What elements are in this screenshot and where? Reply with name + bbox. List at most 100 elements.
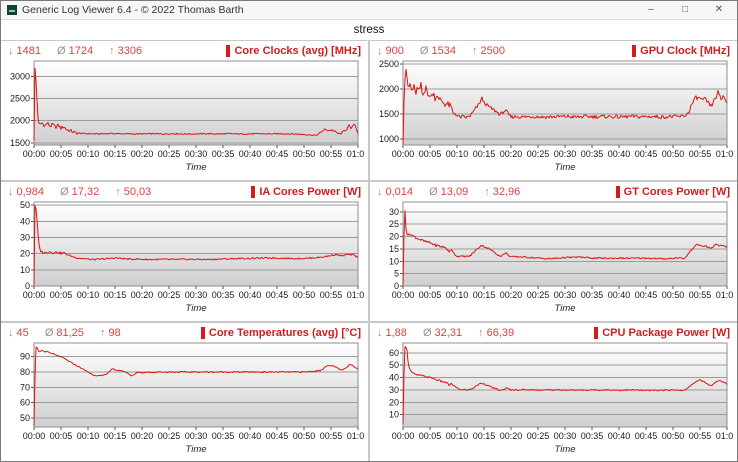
chart-stats: ↓ 900 Ø 1534 ↑ 2500 (377, 45, 518, 57)
chart-canvas-core-clocks: 1500 2000 2500 3000 00:00 00:05 00:10 00:15 00:2… (10, 60, 364, 173)
chart-title: IA Cores Power [W] (259, 185, 361, 198)
svg-text:00:35: 00:35 (581, 149, 604, 159)
avg-value: 1534 (431, 44, 456, 57)
svg-text:1500: 1500 (379, 109, 399, 119)
avg-symbol-icon: Ø (422, 326, 432, 339)
min-value: 0,014 (385, 185, 414, 198)
min-arrow-icon: ↓ (377, 44, 383, 57)
chart-header: ↓ 0,984 Ø 17,32 ↑ 50,03 IA Cores Power [W] (6, 184, 363, 199)
max-value: 98 (108, 326, 121, 339)
min-value: 45 (16, 326, 29, 339)
svg-text:00:55: 00:55 (689, 149, 712, 159)
svg-text:00:15: 00:15 (473, 149, 496, 159)
avg-value: 81,25 (56, 326, 84, 339)
svg-text:40: 40 (20, 216, 30, 226)
chart-stats: ↓ 1481 Ø 1724 ↑ 3306 (8, 45, 155, 57)
chart-header: ↓ 1481 Ø 1724 ↑ 3306 Core Clocks (avg) [MHz… (6, 43, 363, 58)
chart-title-wrap: CPU Package Power [W] (594, 326, 730, 339)
svg-text:00:35: 00:35 (212, 290, 235, 300)
svg-text:00:55: 00:55 (320, 431, 343, 441)
svg-text:01:00: 01:00 (347, 431, 364, 441)
max-arrow-icon: ↑ (472, 44, 478, 57)
chart-header: ↓ 0,014 Ø 13,09 ↑ 32,96 GT Cores Power [W] (375, 184, 732, 199)
svg-text:00:25: 00:25 (527, 431, 550, 441)
svg-text:00:45: 00:45 (266, 149, 289, 159)
svg-text:10: 10 (389, 410, 399, 420)
chart-stats: ↓ 45 Ø 81,25 ↑ 98 (8, 327, 134, 339)
svg-text:01:00: 01:00 (716, 149, 733, 159)
max-value: 2500 (480, 44, 506, 57)
chart-title-wrap: GT Cores Power [W] (615, 185, 730, 198)
svg-text:00:45: 00:45 (266, 431, 289, 441)
svg-text:15: 15 (389, 244, 399, 254)
chart-header: ↓ 45 Ø 81,25 ↑ 98 Core Temperatures (avg) [… (6, 325, 363, 340)
svg-text:60: 60 (20, 398, 30, 408)
chart-stats: ↓ 0,014 Ø 13,09 ↑ 32,96 (377, 186, 533, 198)
avg-symbol-icon: Ø (429, 185, 438, 198)
svg-text:30: 30 (389, 385, 399, 395)
svg-text:00:05: 00:05 (50, 149, 73, 159)
svg-text:00:00: 00:00 (392, 290, 415, 300)
svg-text:00:55: 00:55 (320, 290, 343, 300)
min-arrow-icon: ↓ (8, 44, 14, 57)
chart-title: GPU Clock [MHz] (640, 44, 730, 57)
min-value: 900 (385, 44, 404, 57)
svg-text:00:50: 00:50 (293, 431, 316, 441)
svg-text:00:10: 00:10 (446, 290, 469, 300)
svg-text:Time: Time (185, 303, 206, 314)
svg-text:Time: Time (185, 162, 206, 173)
max-value: 66,39 (486, 326, 515, 339)
svg-text:00:20: 00:20 (131, 149, 154, 159)
legend-color-bar-icon (615, 185, 620, 198)
svg-text:20: 20 (389, 397, 399, 407)
avg-value: 1724 (68, 44, 94, 57)
legend-color-bar-icon (632, 44, 637, 57)
svg-text:00:10: 00:10 (77, 290, 100, 300)
svg-text:2500: 2500 (10, 94, 30, 104)
svg-text:00:15: 00:15 (104, 431, 127, 441)
svg-text:00:20: 00:20 (500, 290, 523, 300)
svg-text:00:40: 00:40 (239, 149, 262, 159)
avg-value: 13,09 (440, 185, 469, 198)
chart-panel-core-clocks: ↓ 1481 Ø 1724 ↑ 3306 Core Clocks (avg) [MHz… (1, 41, 368, 180)
chart-header: ↓ 1,88 Ø 32,31 ↑ 66,39 CPU Package Power [W… (375, 325, 732, 340)
svg-text:00:05: 00:05 (419, 431, 442, 441)
chart-title-wrap: GPU Clock [MHz] (632, 44, 730, 57)
svg-text:50: 50 (389, 360, 399, 370)
svg-text:70: 70 (20, 382, 30, 392)
svg-text:00:50: 00:50 (293, 290, 316, 300)
svg-text:00:55: 00:55 (689, 290, 712, 300)
svg-text:00:25: 00:25 (158, 431, 181, 441)
chart-title: Core Clocks (avg) [MHz] (234, 44, 361, 57)
close-icon[interactable]: ✕ (714, 4, 724, 15)
svg-text:30: 30 (389, 207, 399, 217)
maximize-icon[interactable]: □ (681, 4, 689, 15)
svg-text:00:15: 00:15 (104, 149, 127, 159)
svg-text:00:45: 00:45 (266, 290, 289, 300)
svg-text:2000: 2000 (379, 84, 399, 94)
svg-text:0: 0 (25, 281, 30, 291)
svg-text:10: 10 (389, 256, 399, 266)
max-arrow-icon: ↑ (109, 44, 115, 57)
svg-text:90: 90 (20, 352, 30, 362)
svg-text:00:55: 00:55 (689, 431, 712, 441)
svg-text:00:30: 00:30 (554, 431, 577, 441)
svg-text:50: 50 (20, 413, 30, 423)
chart-panel-gt-cores-power: ↓ 0,014 Ø 13,09 ↑ 32,96 GT Cores Power [W] … (370, 182, 737, 321)
chart-stats: ↓ 0,984 Ø 17,32 ↑ 50,03 (8, 186, 164, 198)
minimize-icon[interactable]: – (648, 4, 654, 15)
svg-text:00:55: 00:55 (320, 149, 343, 159)
svg-text:00:05: 00:05 (419, 149, 442, 159)
svg-text:00:25: 00:25 (527, 149, 550, 159)
svg-text:20: 20 (389, 232, 399, 242)
svg-text:Time: Time (554, 162, 575, 173)
svg-text:00:10: 00:10 (77, 431, 100, 441)
svg-text:01:00: 01:00 (716, 290, 733, 300)
app-icon (7, 5, 17, 15)
svg-text:00:35: 00:35 (212, 149, 235, 159)
max-arrow-icon: ↑ (99, 326, 106, 339)
svg-text:2000: 2000 (10, 116, 30, 126)
svg-text:00:40: 00:40 (608, 149, 631, 159)
svg-text:00:00: 00:00 (23, 290, 46, 300)
svg-text:00:20: 00:20 (500, 149, 523, 159)
